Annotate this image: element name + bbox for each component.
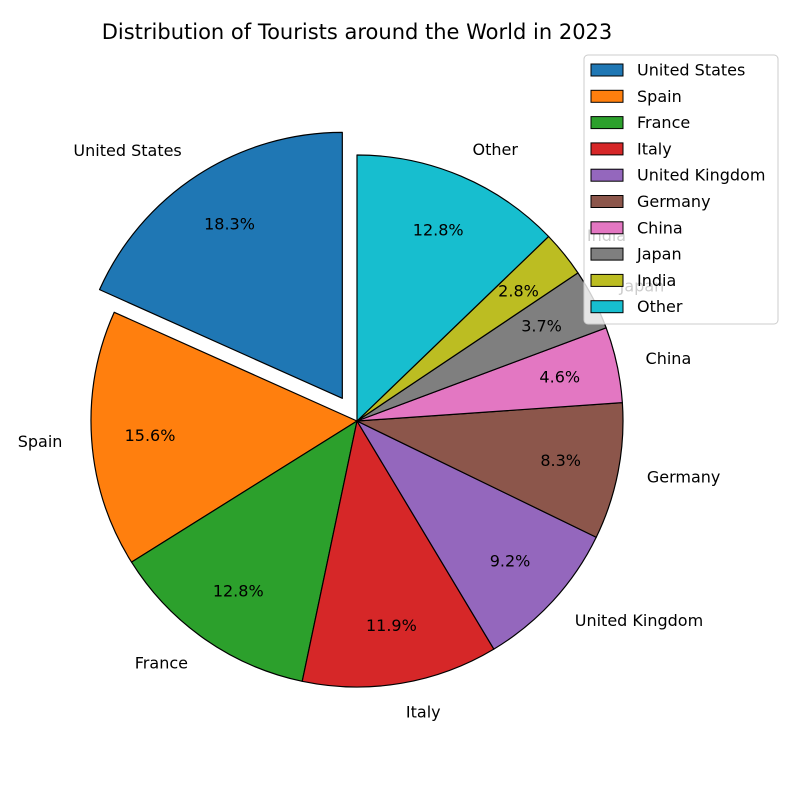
legend-swatch-other [590, 300, 624, 314]
chart-title: Distribution of Tourists around the Worl… [102, 20, 613, 44]
legend-swatch-china [590, 221, 624, 235]
legend-entry-other: Other [637, 297, 683, 316]
percent-label-spain: 15.6% [125, 426, 176, 445]
legend-entry-france: France [637, 113, 690, 132]
pie-slice-spain [90, 311, 358, 563]
legend-entry-china: China [637, 218, 683, 237]
legend-entry-spain: Spain [637, 87, 682, 106]
legend-entry-united-states: United States [637, 61, 745, 80]
percent-label-china: 4.6% [539, 368, 580, 387]
percent-label-france: 12.8% [213, 582, 264, 601]
legend-swatch-japan [590, 247, 624, 261]
percent-label-germany: 8.3% [540, 451, 581, 470]
category-label-united-kingdom: United Kingdom [575, 611, 703, 630]
legend-swatch-italy [590, 142, 624, 156]
pie-slice-united-kingdom [356, 420, 597, 650]
category-label-france: France [135, 654, 188, 673]
legend-swatch-united-states [590, 63, 624, 77]
category-label-spain: Spain [18, 432, 63, 451]
legend-entry-germany: Germany [637, 192, 711, 211]
legend-entry-japan: Japan [636, 245, 682, 264]
legend-entry-united-kingdom: United Kingdom [637, 166, 765, 185]
legend-entry-italy: Italy [637, 139, 672, 158]
percent-label-united-kingdom: 9.2% [490, 552, 531, 571]
percent-label-india: 2.8% [498, 281, 539, 300]
pie-slice-italy [301, 420, 495, 688]
legend: United States Spain France Italy United King… [583, 54, 779, 325]
legend-entry-india: India [637, 271, 676, 290]
pie-slice-other [356, 154, 550, 422]
category-label-italy: Italy [406, 703, 441, 722]
percent-label-italy: 11.9% [366, 616, 417, 635]
legend-swatch-france [590, 116, 624, 130]
category-label-united-states: United States [73, 141, 181, 160]
percent-label-united-states: 18.3% [204, 215, 255, 234]
category-label-other: Other [473, 140, 519, 159]
legend-swatch-united-kingdom [590, 168, 624, 182]
legend-swatch-spain [590, 89, 624, 103]
pie-slices [90, 131, 624, 688]
category-label-germany: Germany [647, 468, 721, 487]
legend-swatch-germany [590, 195, 624, 208]
percent-label-japan: 3.7% [521, 317, 562, 336]
pie-slice-germany [356, 402, 624, 538]
percent-label-other: 12.8% [413, 221, 464, 240]
pie-slice-france [130, 420, 358, 682]
legend-swatch-india [590, 273, 624, 287]
category-label-china: China [646, 349, 692, 368]
legend-box [583, 54, 779, 325]
pie-slice-united-states [98, 131, 343, 399]
